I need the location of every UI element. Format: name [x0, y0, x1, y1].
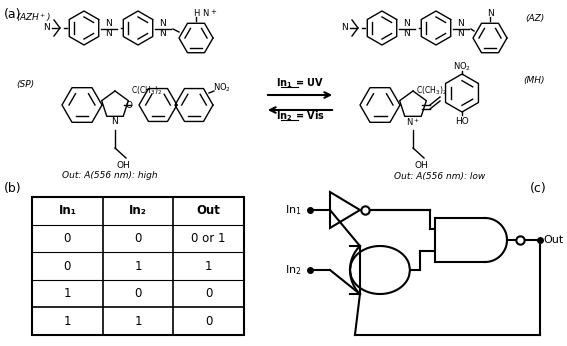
Text: (b): (b)	[4, 182, 22, 195]
Text: 0: 0	[134, 232, 142, 245]
Text: OH: OH	[116, 162, 130, 171]
Text: 0: 0	[64, 260, 71, 273]
Text: N: N	[458, 28, 464, 37]
Text: 0: 0	[205, 315, 213, 328]
Text: N: N	[160, 19, 166, 28]
Text: In₁: In₁	[58, 204, 77, 217]
Text: $\mathbf{In_1}$ = UV: $\mathbf{In_1}$ = UV	[276, 76, 324, 90]
Text: 0: 0	[205, 287, 213, 300]
Text: (c): (c)	[530, 182, 547, 195]
Text: (AZ): (AZ)	[526, 13, 545, 22]
Text: Out: Out	[197, 204, 221, 217]
Text: O: O	[125, 100, 133, 109]
Text: C(CH$_3$)$_2$: C(CH$_3$)$_2$	[416, 85, 447, 97]
Text: 0 or 1: 0 or 1	[192, 232, 226, 245]
Text: N: N	[105, 28, 112, 37]
Text: 1: 1	[64, 287, 71, 300]
Text: 0: 0	[64, 232, 71, 245]
Text: (AZH$^+$): (AZH$^+$)	[16, 12, 51, 24]
Text: Out: A(556 nm): low: Out: A(556 nm): low	[395, 172, 485, 181]
Text: In₂: In₂	[129, 204, 147, 217]
Text: (a): (a)	[4, 8, 22, 21]
Text: N: N	[112, 118, 119, 127]
Text: N: N	[44, 24, 50, 33]
Text: N: N	[202, 9, 208, 18]
Text: 1: 1	[205, 260, 213, 273]
Text: 1: 1	[64, 315, 71, 328]
Text: H: H	[193, 9, 199, 18]
Text: NO$_2$: NO$_2$	[453, 61, 471, 73]
Text: 1: 1	[134, 315, 142, 328]
Text: N: N	[342, 24, 348, 33]
Text: HO: HO	[455, 118, 469, 127]
Text: Out: A(556 nm): high: Out: A(556 nm): high	[62, 172, 158, 181]
Text: In$_2$: In$_2$	[285, 263, 302, 277]
Text: N: N	[458, 19, 464, 28]
Text: N: N	[105, 19, 112, 28]
Text: N: N	[404, 28, 411, 37]
Text: $\mathbf{In_2}$ = Vis: $\mathbf{In_2}$ = Vis	[276, 109, 324, 123]
Text: C(CH$_3$)$_2$: C(CH$_3$)$_2$	[131, 85, 162, 97]
Text: 1: 1	[134, 260, 142, 273]
Bar	[32, 197, 244, 335]
Text: Out: Out	[543, 235, 563, 245]
Text: NO$_2$: NO$_2$	[213, 82, 231, 94]
Text: (SP): (SP)	[16, 81, 34, 90]
Text: 0: 0	[134, 287, 142, 300]
Text: (MH): (MH)	[523, 75, 545, 84]
Text: OH: OH	[414, 162, 428, 171]
Text: +: +	[210, 9, 216, 15]
Text: N: N	[160, 28, 166, 37]
Text: N: N	[404, 19, 411, 28]
Text: N$^+$: N$^+$	[406, 116, 420, 128]
Text: N: N	[486, 9, 493, 18]
Text: In$_1$: In$_1$	[285, 203, 302, 217]
